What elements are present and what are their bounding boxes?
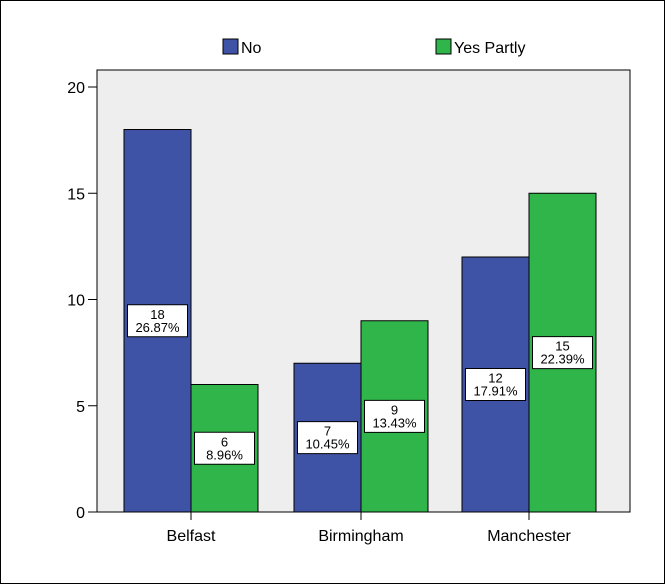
data-label-count-manchester-1: 15 [555, 339, 569, 354]
data-label-box-belfast-1 [194, 431, 255, 465]
legend-swatch-no [222, 38, 239, 55]
y-tick-label-0: 0 [76, 505, 85, 522]
data-label-count-manchester-0: 12 [488, 371, 502, 386]
data-label-percent-birmingham-0: 10.45% [305, 437, 350, 452]
legend-label-no: No [241, 40, 262, 57]
x-tick-label-birmingham: Birmingham [318, 528, 403, 545]
legend-label-yes-partly: Yes Partly [454, 40, 525, 57]
y-tick-label-15: 15 [67, 186, 85, 203]
data-label-box-birmingham-1 [364, 399, 425, 433]
data-label-count-belfast-1: 6 [221, 434, 228, 449]
data-label-box-manchester-0 [465, 368, 526, 401]
data-label-count-birmingham-1: 9 [391, 402, 398, 417]
y-tick-label-5: 5 [76, 399, 85, 416]
data-label-count-birmingham-0: 7 [324, 424, 331, 439]
data-label-percent-manchester-1: 22.39% [540, 352, 585, 367]
data-label-box-birmingham-0 [297, 421, 358, 455]
data-label-percent-manchester-0: 17.91% [473, 384, 518, 399]
x-tick-label-manchester: Manchester [487, 528, 571, 545]
data-label-box-belfast-0 [127, 304, 188, 338]
data-label-percent-birmingham-1: 13.43% [372, 415, 417, 430]
y-tick-label-10: 10 [67, 293, 85, 310]
data-label-percent-belfast-0: 26.87% [135, 320, 180, 335]
data-label-box-manchester-1 [532, 336, 593, 370]
data-label-count-belfast-0: 18 [150, 307, 164, 322]
legend-swatch-yes-partly [435, 38, 452, 55]
x-tick-label-belfast: Belfast [167, 528, 216, 545]
y-tick-label-20: 20 [67, 80, 85, 97]
data-label-percent-belfast-1: 8.96% [206, 447, 243, 462]
